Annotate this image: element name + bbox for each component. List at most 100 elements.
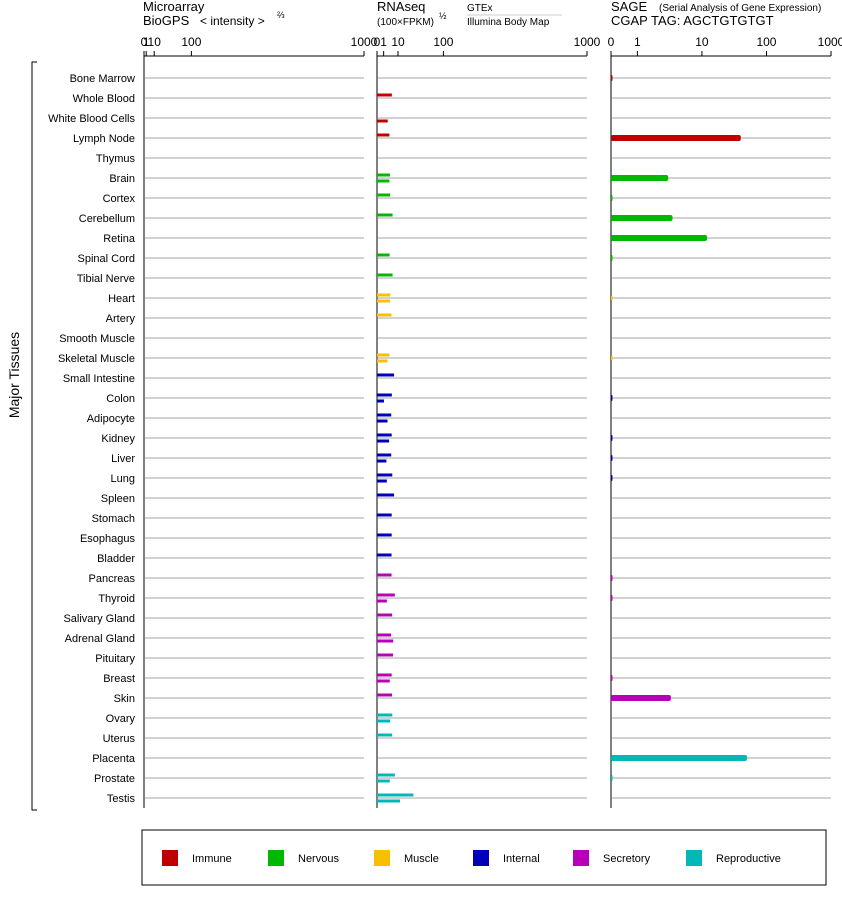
gtex-bar: [377, 393, 392, 397]
gtex-bar: [377, 733, 393, 737]
tissue-bracket: [31, 61, 37, 811]
illumina-bar: [377, 799, 401, 803]
gtex-bar: [377, 273, 393, 277]
sage-bar: [611, 395, 613, 401]
gtex-bar: [377, 373, 395, 377]
legend-label: Secretory: [603, 853, 651, 865]
gtex-bar: [377, 713, 393, 717]
gtex-bar: [377, 293, 391, 297]
gtex-series-label: GTEx: [467, 3, 493, 14]
illumina-bar: [377, 479, 387, 483]
tissue-label: Bladder: [97, 553, 135, 565]
tissue-label: Adipocyte: [87, 413, 135, 425]
microarray-title: Microarray: [143, 0, 205, 14]
gtex-bar: [377, 473, 393, 477]
legend-label: Reproductive: [716, 853, 781, 865]
tick-label: 1000: [351, 35, 378, 49]
sage-note: (Serial Analysis of Gene Expression): [659, 3, 821, 14]
tissue-label: Spleen: [101, 493, 135, 505]
tissue-label: Brain: [109, 173, 135, 185]
tissue-label: Testis: [107, 793, 136, 805]
tissue-label: Thymus: [96, 153, 136, 165]
tissue-label: Ovary: [106, 713, 136, 725]
tick-label: 100: [181, 35, 201, 49]
tissue-label: Lymph Node: [73, 133, 135, 145]
tick-label: 0: [374, 35, 381, 49]
sage-bar: [611, 75, 613, 81]
gtex-bar: [377, 793, 414, 797]
tissue-label: Kidney: [101, 433, 135, 445]
legend-swatch: [573, 850, 589, 866]
sage-bar: [611, 235, 708, 241]
legend-label: Internal: [503, 853, 540, 865]
sage-bar: [611, 355, 613, 361]
illumina-bar: [377, 679, 390, 683]
sage-bar: [611, 455, 613, 461]
tick-label: 10: [391, 35, 405, 49]
gtex-bar: [377, 573, 392, 577]
gtex-bar: [377, 493, 395, 497]
tissue-label: Stomach: [92, 513, 135, 525]
tick-label: 0: [608, 35, 615, 49]
tissue-label: Breast: [103, 673, 135, 685]
legend-swatch: [473, 850, 489, 866]
tissue-label: White Blood Cells: [48, 113, 135, 125]
tick-label: 100: [756, 35, 776, 49]
gtex-bar: [377, 513, 392, 517]
gtex-bar: [377, 193, 391, 197]
gtex-bar: [377, 653, 393, 657]
tick-label: 1: [143, 35, 150, 49]
gtex-bar: [377, 93, 392, 97]
legend-swatch: [162, 850, 178, 866]
microarray-unit-label: < intensity >: [200, 14, 265, 28]
sage-bar: [611, 595, 613, 601]
tissue-label: Salivary Gland: [63, 613, 135, 625]
sage-title: SAGE: [611, 0, 647, 14]
illumina-bar: [377, 639, 394, 643]
gtex-bar: [377, 433, 392, 437]
microarray-subtitle: BioGPS: [143, 13, 190, 28]
illumina-bar: [377, 299, 390, 303]
tissue-label: Placenta: [92, 753, 136, 765]
illumina-bar: [377, 779, 390, 783]
tick-label: 1: [380, 35, 387, 49]
sage-bar: [611, 195, 613, 201]
illumina-bar: [377, 439, 390, 443]
legend-swatch: [374, 850, 390, 866]
y-axis-label: Major Tissues: [6, 332, 22, 418]
tick-label: 10: [148, 35, 162, 49]
sage-bar: [611, 175, 669, 181]
rnaseq-unit-label: (100×FPKM): [377, 17, 434, 28]
sage-bar: [611, 475, 613, 481]
tissue-label: Pituitary: [95, 653, 135, 665]
tissue-label: Cerebellum: [79, 213, 135, 225]
tissue-label: Pancreas: [89, 573, 136, 585]
tissue-label: Colon: [106, 393, 135, 405]
legend: Immune Nervous Muscle Internal Secretory Repr…: [162, 850, 781, 866]
legend-swatch: [268, 850, 284, 866]
tissue-label: Heart: [108, 293, 135, 305]
gtex-bar: [377, 593, 395, 597]
sage-bar: [611, 575, 613, 581]
tissue-label: Cortex: [103, 193, 136, 205]
illumina-bar: [377, 179, 390, 183]
gtex-bar: [377, 253, 390, 257]
gtex-bar: [377, 453, 392, 457]
tissue-label: Thyroid: [98, 593, 135, 605]
sage-bar: [611, 255, 613, 261]
tick-label: 1000: [818, 35, 842, 49]
tissue-label: Prostate: [94, 773, 135, 785]
legend-label: Muscle: [404, 853, 439, 865]
tissue-label: Smooth Muscle: [59, 333, 135, 345]
sage-bar: [611, 435, 613, 441]
legend-label: Immune: [192, 853, 232, 865]
gtex-bar: [377, 313, 392, 317]
rnaseq-title: RNAseq: [377, 0, 425, 14]
tissue-label: Skin: [114, 693, 135, 705]
sage-bar: [611, 135, 741, 141]
tissue-label: Small Intestine: [63, 373, 135, 385]
illumina-series-label: Illumina Body Map: [467, 17, 550, 28]
gtex-bar: [377, 353, 390, 357]
tissue-label: Esophagus: [80, 533, 136, 545]
